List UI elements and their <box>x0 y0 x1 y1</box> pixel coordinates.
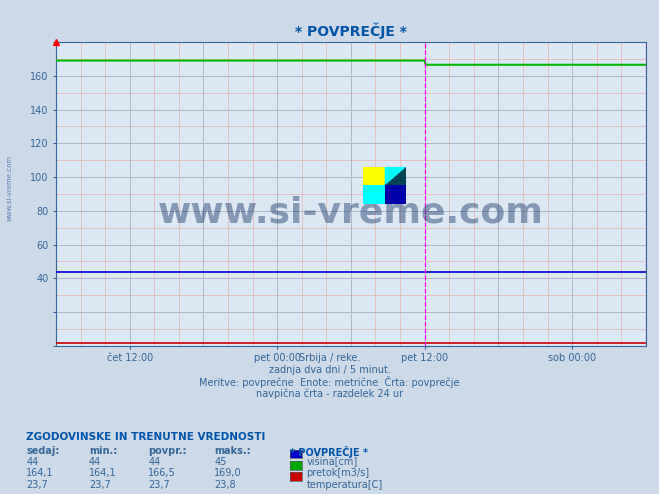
Text: zadnja dva dni / 5 minut.: zadnja dva dni / 5 minut. <box>269 365 390 375</box>
Text: pretok[m3/s]: pretok[m3/s] <box>306 468 370 478</box>
Bar <box>385 167 406 185</box>
Polygon shape <box>385 167 406 185</box>
Text: 23,8: 23,8 <box>214 480 236 490</box>
Text: * POVPREČJE *: * POVPREČJE * <box>290 446 368 457</box>
Text: maks.:: maks.: <box>214 446 251 455</box>
Text: 44: 44 <box>89 457 101 467</box>
Bar <box>385 185 406 204</box>
Text: Srbija / reke.: Srbija / reke. <box>299 353 360 363</box>
Text: sedaj:: sedaj: <box>26 446 60 455</box>
Text: 166,5: 166,5 <box>148 468 176 478</box>
Text: višina[cm]: višina[cm] <box>306 457 358 467</box>
Text: 45: 45 <box>214 457 227 467</box>
Text: povpr.:: povpr.: <box>148 446 186 455</box>
Bar <box>363 167 385 185</box>
Text: 169,0: 169,0 <box>214 468 242 478</box>
Text: www.si-vreme.com: www.si-vreme.com <box>7 155 13 221</box>
Text: 44: 44 <box>26 457 39 467</box>
Text: 23,7: 23,7 <box>89 480 111 490</box>
Text: navpična črta - razdelek 24 ur: navpična črta - razdelek 24 ur <box>256 388 403 399</box>
Text: min.:: min.: <box>89 446 117 455</box>
Text: 164,1: 164,1 <box>26 468 54 478</box>
Text: 44: 44 <box>148 457 161 467</box>
Title: * POVPREČJE *: * POVPREČJE * <box>295 23 407 40</box>
Text: 23,7: 23,7 <box>148 480 170 490</box>
Text: 23,7: 23,7 <box>26 480 48 490</box>
Text: ZGODOVINSKE IN TRENUTNE VREDNOSTI: ZGODOVINSKE IN TRENUTNE VREDNOSTI <box>26 432 266 442</box>
Bar <box>363 185 385 204</box>
Text: 164,1: 164,1 <box>89 468 117 478</box>
Text: temperatura[C]: temperatura[C] <box>306 480 383 490</box>
Text: www.si-vreme.com: www.si-vreme.com <box>158 195 544 229</box>
Text: Meritve: povprečne  Enote: metrične  Črta: povprečje: Meritve: povprečne Enote: metrične Črta:… <box>199 376 460 388</box>
